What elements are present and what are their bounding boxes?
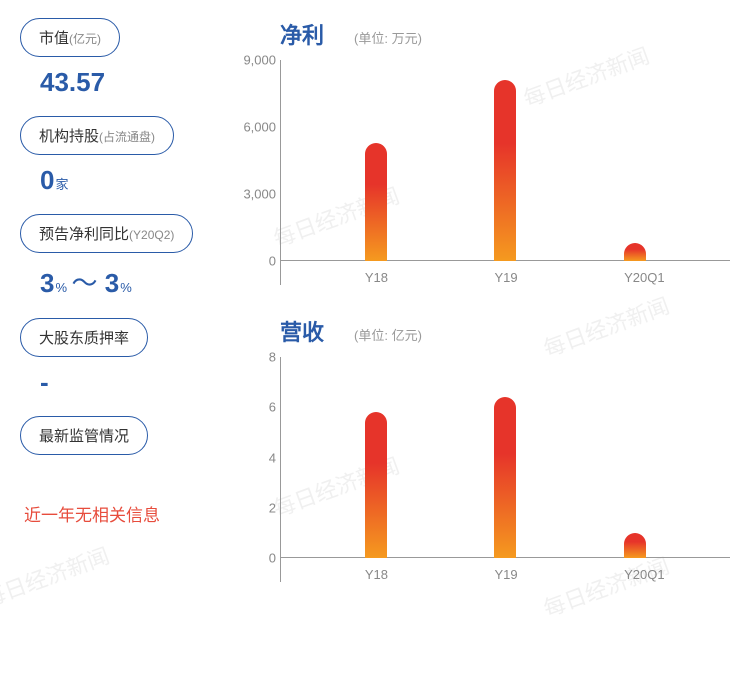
x-labels: Y18 Y19 Y20Q1 (281, 567, 730, 582)
y-tick-label: 4 (231, 450, 276, 465)
pct: % (120, 280, 132, 295)
y-tick-label: 0 (231, 551, 276, 566)
value-row: 3% ～ 3% (20, 263, 250, 300)
x-tick-label: Y19 (494, 270, 516, 285)
chart-0: 净利(单位: 万元)03,0006,0009,000Y18Y19Y20Q1 (280, 18, 730, 285)
pill-profit-forecast: 预告净利同比(Y20Q2) (20, 214, 193, 253)
value-row: - (20, 367, 250, 398)
metric-regulatory: 最新监管情况 (20, 416, 250, 455)
value-pledge-rate: - (40, 367, 49, 397)
y-tick-label: 0 (231, 254, 276, 269)
metric-profit-forecast: 预告净利同比(Y20Q2) 3% ～ 3% (20, 214, 250, 300)
range-hi: 3 (105, 268, 119, 298)
metric-inst-holding: 机构持股(占流通盘) 0家 (20, 116, 250, 196)
bar (624, 243, 646, 261)
pill-pledge-rate: 大股东质押率 (20, 318, 148, 357)
chart-1: 营收(单位: 亿元)02468Y18Y19Y20Q1 (280, 315, 730, 582)
chart-area: 03,0006,0009,000Y18Y19Y20Q1 (280, 60, 730, 285)
bar (494, 80, 516, 261)
x-tick-label: Y18 (365, 567, 387, 582)
y-tick-label: 6,000 (231, 120, 276, 135)
pill-label: 市值 (39, 30, 69, 47)
pct: % (55, 280, 67, 295)
x-tick-label: Y18 (365, 270, 387, 285)
range-sep: ～ (71, 268, 104, 298)
pill-label: 预告净利同比 (39, 226, 129, 243)
y-tick-label: 9,000 (231, 53, 276, 68)
pill-label: 最新监管情况 (39, 428, 129, 445)
x-tick-label: Y19 (494, 567, 516, 582)
value-market-cap: 43.57 (40, 67, 105, 97)
metric-market-cap: 市值(亿元) 43.57 (20, 18, 250, 98)
range-lo: 3 (40, 268, 54, 298)
pill-regulatory: 最新监管情况 (20, 416, 148, 455)
pill-inst-holding: 机构持股(占流通盘) (20, 116, 174, 155)
bar (365, 412, 387, 558)
bar (494, 397, 516, 558)
charts-column: 净利(单位: 万元)03,0006,0009,000Y18Y19Y20Q1营收(… (250, 18, 730, 612)
value-unit: 家 (55, 177, 68, 192)
pill-label: 机构持股 (39, 128, 99, 145)
pill-sub: (占流通盘) (99, 130, 155, 144)
pill-label: 大股东质押率 (39, 330, 129, 347)
chart-title: 营收 (280, 315, 324, 347)
bottom-note: 近一年无相关信息 (20, 501, 250, 526)
x-labels: Y18 Y19 Y20Q1 (281, 270, 730, 285)
bar (624, 533, 646, 558)
bars-container (281, 357, 730, 558)
pill-sub: (Y20Q2) (129, 228, 174, 242)
pill-market-cap: 市值(亿元) (20, 18, 120, 57)
value-row: 43.57 (20, 67, 250, 98)
chart-unit: (单位: 亿元) (354, 325, 422, 344)
chart-unit: (单位: 万元) (354, 28, 422, 47)
chart-title: 净利 (280, 18, 324, 50)
value-row: 0家 (20, 165, 250, 196)
metric-pledge-rate: 大股东质押率 - (20, 318, 250, 398)
bar (365, 143, 387, 261)
pill-sub: (亿元) (69, 32, 101, 46)
bars-container (281, 60, 730, 261)
value-inst-holding: 0 (40, 165, 54, 195)
y-tick-label: 6 (231, 400, 276, 415)
left-metrics-column: 市值(亿元) 43.57 机构持股(占流通盘) 0家 预告净利同比(Y20Q2)… (20, 18, 250, 612)
y-tick-label: 8 (231, 350, 276, 365)
y-tick-label: 3,000 (231, 187, 276, 202)
y-tick-label: 2 (231, 500, 276, 515)
x-tick-label: Y20Q1 (624, 567, 646, 582)
x-tick-label: Y20Q1 (624, 270, 646, 285)
chart-area: 02468Y18Y19Y20Q1 (280, 357, 730, 582)
